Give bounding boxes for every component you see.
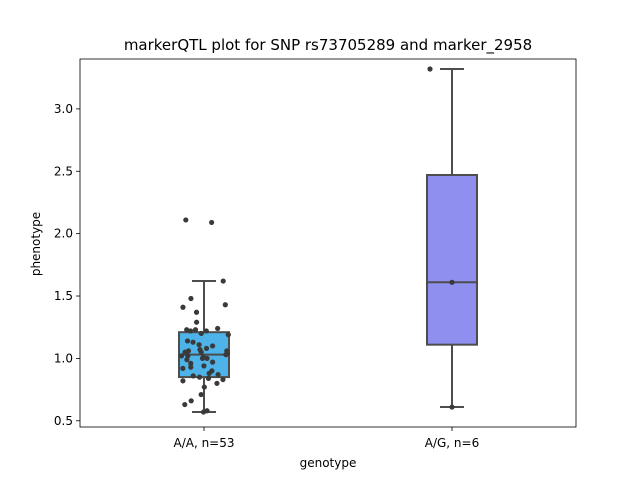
y-tick-label: 1.0	[54, 351, 73, 365]
data-point	[203, 345, 210, 352]
data-point	[196, 374, 203, 380]
data-point	[427, 66, 433, 72]
y-tick-label: 2.0	[54, 227, 73, 241]
data-point	[188, 328, 194, 334]
data-point	[190, 373, 196, 379]
data-point	[206, 370, 212, 376]
iqr-box	[426, 174, 478, 346]
data-point	[220, 376, 226, 383]
data-point	[178, 353, 185, 359]
data-point	[201, 384, 207, 390]
data-point	[209, 219, 215, 226]
data-point	[215, 372, 221, 378]
data-point	[197, 347, 203, 353]
data-point	[192, 327, 199, 333]
data-point	[188, 398, 194, 404]
data-point	[180, 304, 186, 310]
data-point	[449, 279, 455, 285]
data-point	[190, 339, 196, 345]
y-tick-label: 2.5	[54, 164, 73, 178]
plot-area: 0.5 1.0 1.5 2.0 2.5 3.0 A/A, n=53 A/G, n=6	[54, 58, 577, 450]
data-point	[198, 391, 204, 398]
data-point	[188, 364, 194, 370]
data-point	[203, 328, 209, 334]
data-point	[209, 343, 216, 349]
data-point	[183, 217, 189, 223]
data-point	[180, 365, 186, 371]
data-point	[193, 319, 200, 325]
data-point	[220, 278, 226, 284]
data-point	[224, 348, 230, 354]
data-point	[180, 378, 186, 384]
data-point	[209, 359, 216, 365]
data-point	[199, 355, 206, 361]
data-point	[188, 360, 194, 366]
data-point	[201, 363, 207, 369]
data-point	[214, 380, 220, 386]
data-point	[198, 330, 204, 337]
y-tick-label: 0.5	[54, 414, 73, 428]
data-point	[184, 327, 190, 333]
data-point	[204, 408, 210, 414]
data-point	[205, 375, 212, 381]
y-axis-label: phenotype	[29, 212, 43, 276]
x-tick-label: A/A, n=53	[173, 436, 234, 450]
x-axis-label: genotype	[300, 456, 357, 470]
axes-frame	[79, 58, 577, 428]
data-point	[188, 295, 194, 302]
chart-title: markerQTL plot for SNP rs73705289 and ma…	[124, 36, 532, 55]
data-point	[449, 404, 455, 410]
y-tick-label: 3.0	[54, 102, 73, 116]
data-point	[196, 342, 202, 348]
y-tick-label: 1.5	[54, 289, 73, 303]
data-point	[225, 332, 231, 338]
data-point	[184, 338, 191, 344]
data-point	[215, 325, 221, 332]
data-point	[185, 348, 192, 354]
x-tick-label: A/G, n=6	[425, 436, 479, 450]
data-point	[185, 353, 191, 359]
data-point	[193, 309, 200, 315]
data-point	[182, 401, 188, 408]
data-point	[222, 302, 228, 308]
